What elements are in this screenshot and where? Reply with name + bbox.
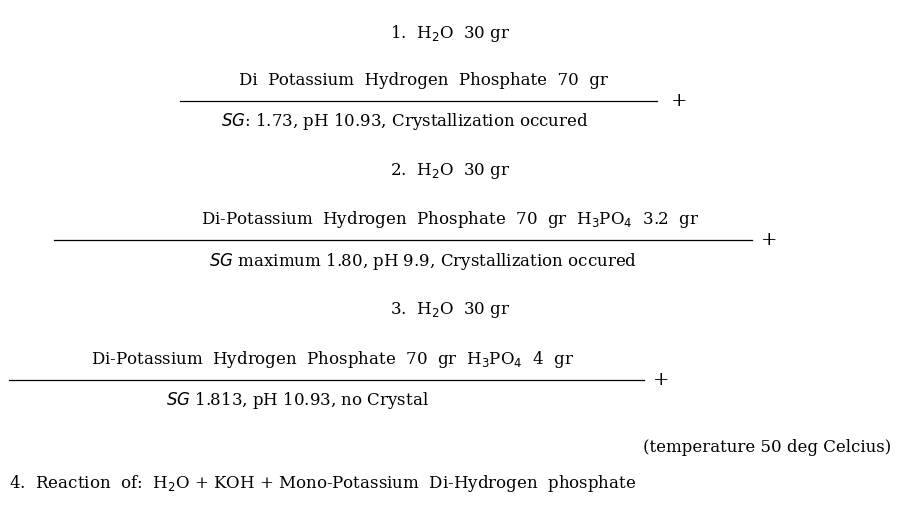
Text: (temperature 50 deg Celcius): (temperature 50 deg Celcius) (643, 439, 891, 455)
Text: $\mathit{SG}$ 1.813, pH 10.93, no Crystal: $\mathit{SG}$ 1.813, pH 10.93, no Crysta… (166, 390, 428, 411)
Text: 4.  Reaction  of:  H$_2$O + KOH + Mono-Potassium  Di-Hydrogen  phosphate: 4. Reaction of: H$_2$O + KOH + Mono-Pota… (9, 473, 636, 494)
Text: 1.  H$_2$O  30 gr: 1. H$_2$O 30 gr (390, 23, 510, 44)
Text: +: + (670, 92, 687, 110)
Text: $\mathit{SG}$ maximum 1.80, pH 9.9, Crystallization occured: $\mathit{SG}$ maximum 1.80, pH 9.9, Crys… (209, 251, 637, 271)
Text: Di  Potassium  Hydrogen  Phosphate  70  gr: Di Potassium Hydrogen Phosphate 70 gr (238, 72, 608, 88)
Text: +: + (652, 371, 669, 389)
Text: Di-Potassium  Hydrogen  Phosphate  70  gr  H$_3$PO$_4$  3.2  gr: Di-Potassium Hydrogen Phosphate 70 gr H$… (201, 209, 699, 230)
Text: Di-Potassium  Hydrogen  Phosphate  70  gr  H$_3$PO$_4$  4  gr: Di-Potassium Hydrogen Phosphate 70 gr H$… (92, 349, 574, 370)
Text: $\mathit{SG}$: 1.73, pH 10.93, Crystallization occured: $\mathit{SG}$: 1.73, pH 10.93, Crystalli… (221, 111, 589, 132)
Text: 3.  H$_2$O  30 gr: 3. H$_2$O 30 gr (390, 300, 510, 320)
Text: +: + (760, 232, 777, 249)
Text: 2.  H$_2$O  30 gr: 2. H$_2$O 30 gr (390, 161, 510, 180)
